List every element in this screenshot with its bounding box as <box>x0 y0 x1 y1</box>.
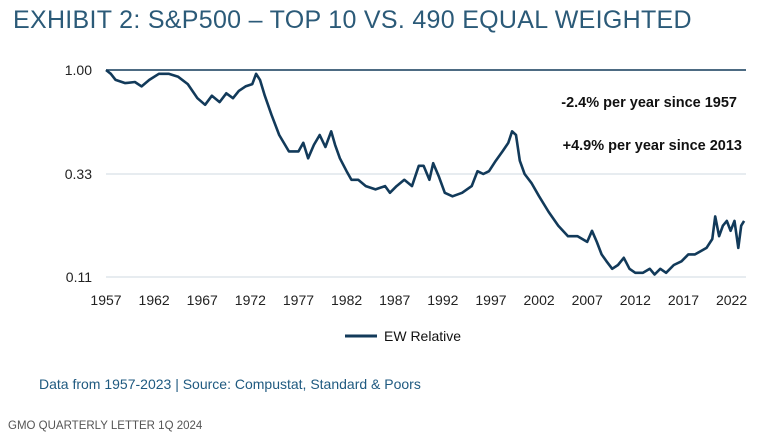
y-tick-label: 0.33 <box>65 166 92 182</box>
x-tick-label: 2007 <box>572 292 603 308</box>
source-note: Data from 1957-2023 | Source: Compustat,… <box>39 376 421 392</box>
x-tick-label: 1997 <box>475 292 506 308</box>
x-tick-label: 1982 <box>331 292 362 308</box>
y-tick-label: 1.00 <box>65 62 92 78</box>
x-tick-label: 2017 <box>668 292 699 308</box>
x-tick-label: 1992 <box>427 292 458 308</box>
annotation-since-2013: +4.9% per year since 2013 <box>563 138 742 154</box>
x-tick-label: 2022 <box>716 292 747 308</box>
x-tick-label: 1962 <box>139 292 170 308</box>
x-tick-label: 1957 <box>90 292 121 308</box>
x-tick-label: 1972 <box>235 292 266 308</box>
x-tick-label: 2012 <box>620 292 651 308</box>
x-tick-label: 1987 <box>379 292 410 308</box>
legend-label: EW Relative <box>384 328 461 344</box>
page-title: EXHIBIT 2: S&P500 – TOP 10 VS. 490 EQUAL… <box>13 6 692 34</box>
annotation-since-1957: -2.4% per year since 1957 <box>561 95 737 111</box>
y-tick-label: 0.11 <box>66 269 92 285</box>
x-tick-label: 2002 <box>524 292 555 308</box>
x-tick-label: 1967 <box>187 292 218 308</box>
legend: EW Relative <box>345 328 461 344</box>
footer-label: GMO QUARTERLY LETTER 1Q 2024 <box>8 420 203 432</box>
series-line-ew-relative <box>105 68 746 276</box>
x-tick-label: 1977 <box>283 292 314 308</box>
